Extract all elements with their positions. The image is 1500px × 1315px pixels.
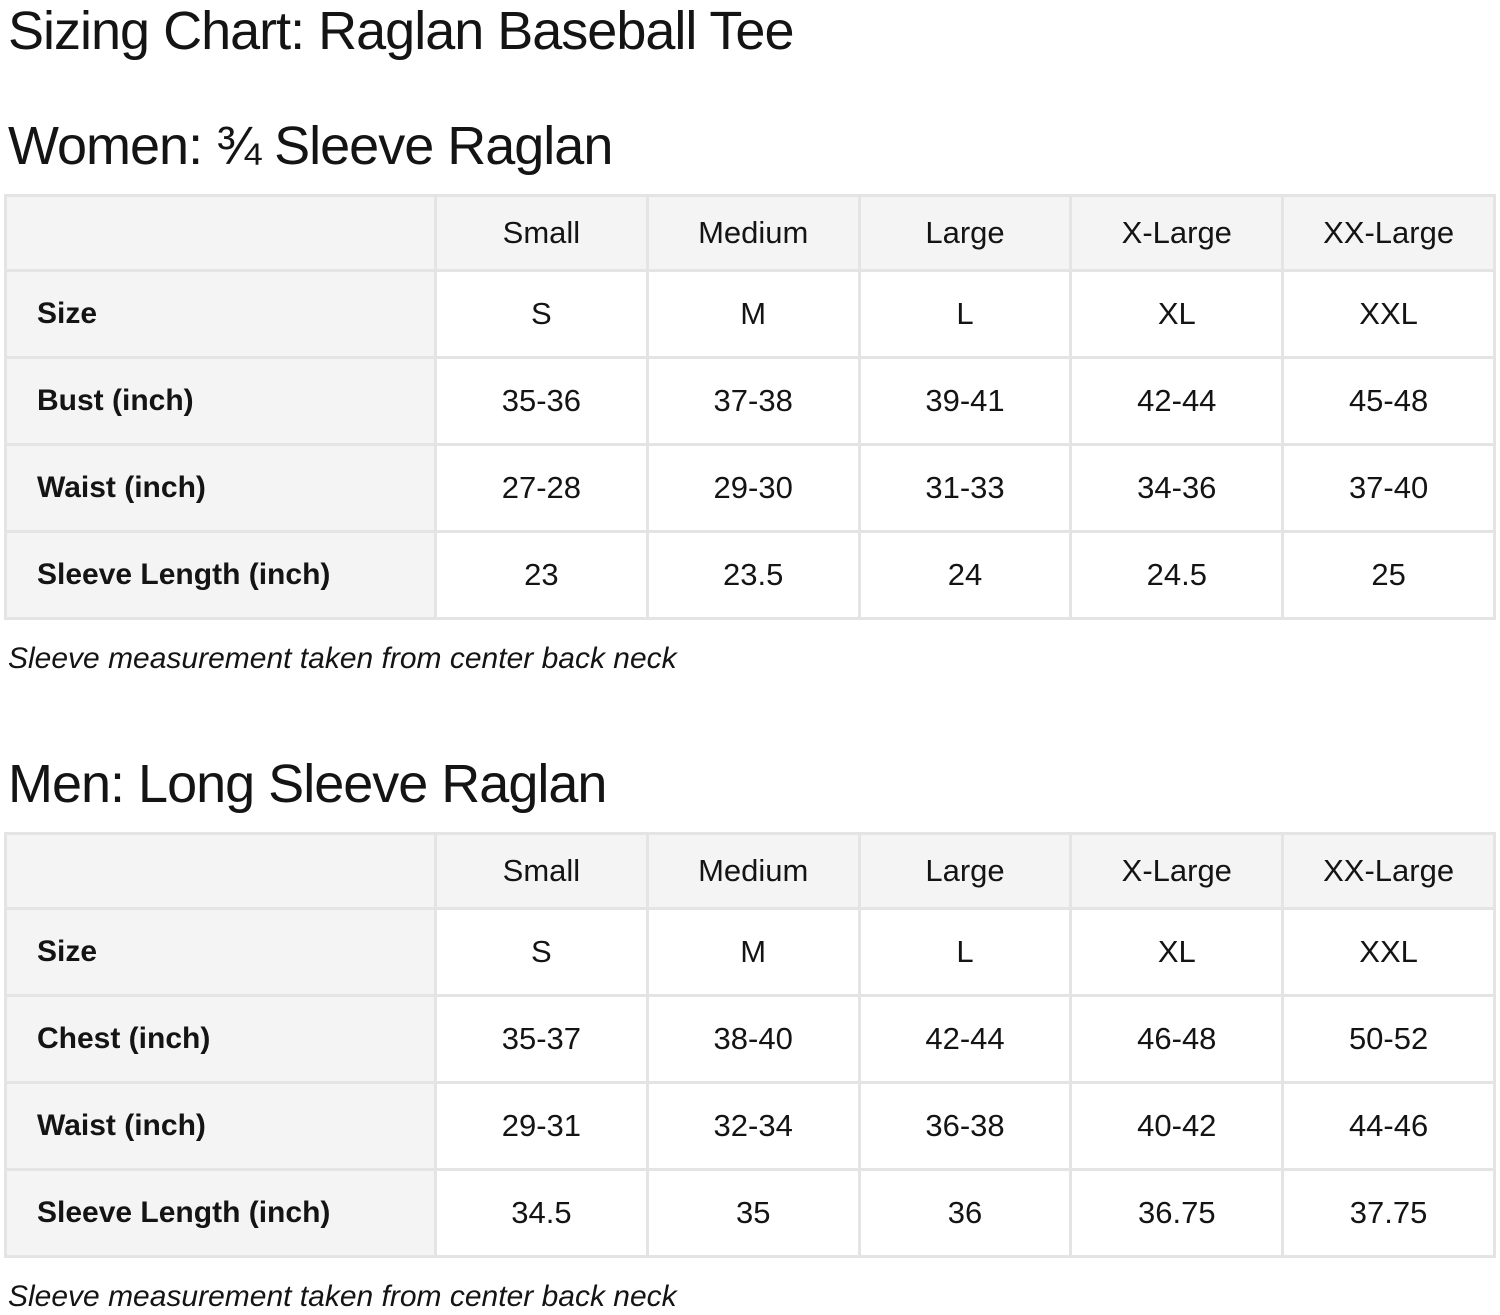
table-cell: 25	[1281, 529, 1496, 620]
table-cell: 23	[434, 529, 649, 620]
table-cell: S	[434, 268, 649, 359]
table-cell: XL	[1069, 906, 1285, 997]
women-waist-row: Waist (inch) 27-28 29-30 31-33 34-36 37-…	[4, 442, 1496, 533]
table-cell: 50-52	[1281, 993, 1496, 1084]
men-chest-row: Chest (inch) 35-37 38-40 42-44 46-48 50-…	[4, 993, 1496, 1084]
women-section-heading: Women: ¾ Sleeve Raglan	[8, 116, 613, 177]
column-header-medium: Medium	[645, 193, 861, 272]
table-cell: S	[434, 906, 649, 997]
women-sleeve-length-row: Sleeve Length (inch) 23 23.5 24 24.5 25	[4, 529, 1496, 620]
table-cell: 34.5	[434, 1167, 649, 1258]
column-header-large: Large	[857, 831, 1073, 910]
table-cell: 45-48	[1281, 355, 1496, 446]
women-header-row: Small Medium Large X-Large XX-Large	[4, 193, 1496, 272]
table-cell: 35-36	[434, 355, 649, 446]
table-cell: 37-40	[1281, 442, 1496, 533]
men-header-row: Small Medium Large X-Large XX-Large	[4, 831, 1496, 910]
table-cell: 27-28	[434, 442, 649, 533]
women-size-table: Small Medium Large X-Large XX-Large Size…	[4, 193, 1496, 620]
table-cell: 24.5	[1069, 529, 1285, 620]
men-section-heading: Men: Long Sleeve Raglan	[8, 754, 607, 815]
table-cell: 36.75	[1069, 1167, 1285, 1258]
column-header-x-large: X-Large	[1069, 831, 1285, 910]
table-cell: 34-36	[1069, 442, 1285, 533]
table-cell: 38-40	[645, 993, 861, 1084]
column-header-small: Small	[434, 831, 649, 910]
corner-cell	[4, 831, 437, 910]
table-cell: 37.75	[1281, 1167, 1496, 1258]
table-cell: 29-31	[434, 1080, 649, 1171]
table-cell: 29-30	[645, 442, 861, 533]
table-cell: 39-41	[857, 355, 1073, 446]
women-section: Women: ¾ Sleeve Raglan Small Medium Larg…	[4, 116, 1496, 677]
table-cell: M	[645, 268, 861, 359]
men-size-row: Size S M L XL XXL	[4, 906, 1496, 997]
table-cell: M	[645, 906, 861, 997]
row-label-size: Size	[4, 268, 437, 359]
table-cell: 35	[645, 1167, 861, 1258]
row-label-size: Size	[4, 906, 437, 997]
table-cell: 42-44	[857, 993, 1073, 1084]
column-header-medium: Medium	[645, 831, 861, 910]
table-cell: 36	[857, 1167, 1073, 1258]
row-label-waist: Waist (inch)	[4, 1080, 437, 1171]
table-cell: 44-46	[1281, 1080, 1496, 1171]
women-bust-row: Bust (inch) 35-36 37-38 39-41 42-44 45-4…	[4, 355, 1496, 446]
corner-cell	[4, 193, 437, 272]
table-cell: XXL	[1281, 268, 1496, 359]
men-waist-row: Waist (inch) 29-31 32-34 36-38 40-42 44-…	[4, 1080, 1496, 1171]
table-cell: 23.5	[645, 529, 861, 620]
men-section: Men: Long Sleeve Raglan Small Medium Lar…	[4, 754, 1496, 1315]
column-header-xx-large: XX-Large	[1281, 193, 1496, 272]
table-cell: 35-37	[434, 993, 649, 1084]
row-label-sleeve-length: Sleeve Length (inch)	[4, 1167, 437, 1258]
table-cell: 31-33	[857, 442, 1073, 533]
table-cell: 42-44	[1069, 355, 1285, 446]
row-label-sleeve-length: Sleeve Length (inch)	[4, 529, 437, 620]
table-cell: 40-42	[1069, 1080, 1285, 1171]
women-size-row: Size S M L XL XXL	[4, 268, 1496, 359]
table-cell: 37-38	[645, 355, 861, 446]
men-sleeve-note: Sleeve measurement taken from center bac…	[8, 1279, 677, 1313]
table-cell: L	[857, 906, 1073, 997]
row-label-waist: Waist (inch)	[4, 442, 437, 533]
table-cell: L	[857, 268, 1073, 359]
table-cell: XL	[1069, 268, 1285, 359]
column-header-xx-large: XX-Large	[1281, 831, 1496, 910]
men-size-table: Small Medium Large X-Large XX-Large Size…	[4, 831, 1496, 1258]
table-cell: 32-34	[645, 1080, 861, 1171]
table-cell: 36-38	[857, 1080, 1073, 1171]
page-title: Sizing Chart: Raglan Baseball Tee	[8, 1, 795, 61]
column-header-large: Large	[857, 193, 1073, 272]
column-header-small: Small	[434, 193, 649, 272]
table-cell: 24	[857, 529, 1073, 620]
row-label-bust: Bust (inch)	[4, 355, 437, 446]
column-header-x-large: X-Large	[1069, 193, 1285, 272]
row-label-chest: Chest (inch)	[4, 993, 437, 1084]
men-sleeve-length-row: Sleeve Length (inch) 34.5 35 36 36.75 37…	[4, 1167, 1496, 1258]
table-cell: 46-48	[1069, 993, 1285, 1084]
table-cell: XXL	[1281, 906, 1496, 997]
women-sleeve-note: Sleeve measurement taken from center bac…	[8, 641, 677, 675]
